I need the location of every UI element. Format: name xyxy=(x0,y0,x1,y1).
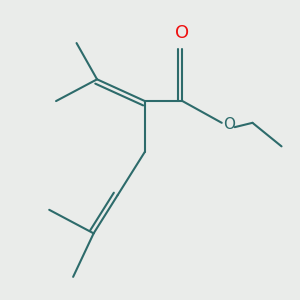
Text: O: O xyxy=(224,117,236,132)
Text: O: O xyxy=(176,24,190,42)
